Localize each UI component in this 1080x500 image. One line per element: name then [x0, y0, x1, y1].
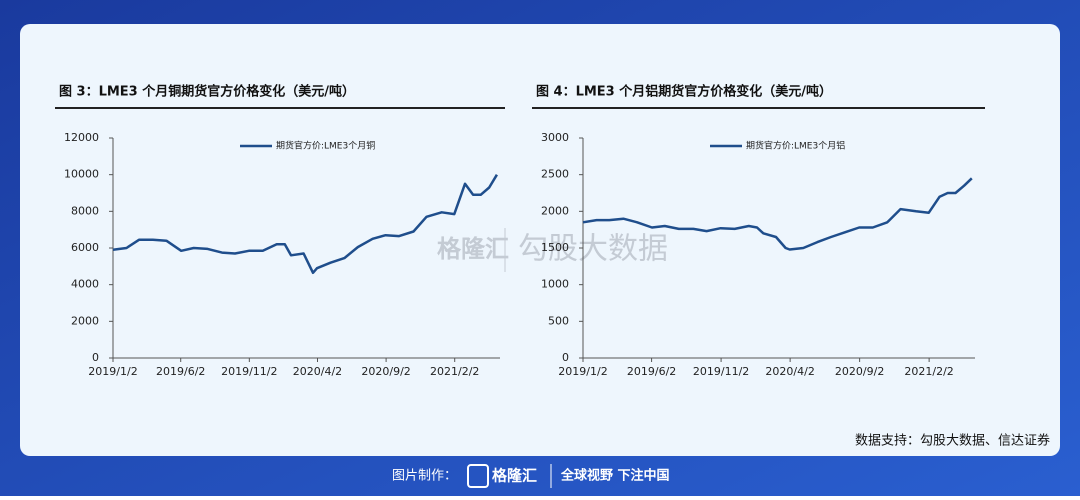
footer-label: 图片制作：	[392, 469, 457, 484]
legend-label: 期货官方价:LME3个月铜	[276, 140, 375, 152]
y-tick-label: 4000	[71, 278, 99, 291]
x-tick-label: 2021/2/2	[430, 365, 479, 378]
footer-slogan: 全球视野 下注中国	[560, 468, 670, 484]
y-tick-label: 0	[562, 351, 569, 364]
x-tick-label: 2020/4/2	[765, 365, 814, 378]
footer-brand: 格隆汇	[492, 467, 537, 485]
y-tick-label: 1000	[541, 278, 569, 291]
x-tick-label: 2020/4/2	[293, 365, 342, 378]
x-tick-label: 2019/11/2	[693, 365, 749, 378]
y-tick-label: 2000	[71, 314, 99, 327]
x-tick-label: 2019/11/2	[221, 365, 277, 378]
panel	[20, 24, 1060, 456]
watermark: 勾股大数据	[518, 232, 668, 267]
watermark: 格隆汇	[437, 235, 509, 263]
legend-label: 期货官方价:LME3个月铝	[746, 140, 845, 152]
x-tick-label: 2019/6/2	[156, 365, 205, 378]
x-tick-label: 2020/9/2	[835, 365, 884, 378]
x-tick-label: 2021/2/2	[904, 365, 953, 378]
logo-icon	[467, 464, 489, 488]
chart-title: 图 3：LME3 个月铜期货官方价格变化（美元/吨）	[59, 84, 355, 100]
x-tick-label: 2019/6/2	[627, 365, 676, 378]
x-tick-label: 2019/1/2	[88, 365, 137, 378]
series-line	[582, 177, 973, 251]
y-tick-label: 2500	[541, 168, 569, 181]
x-tick-label: 2019/1/2	[558, 365, 607, 378]
source: 数据支持：勾股大数据、信达证券	[855, 433, 1050, 449]
y-tick-label: 500	[548, 314, 569, 327]
y-tick-label: 0	[92, 351, 99, 364]
y-tick-label: 6000	[71, 241, 99, 254]
y-tick-label: 2000	[541, 204, 569, 217]
y-tick-label: 3000	[541, 131, 569, 144]
y-tick-label: 10000	[64, 168, 99, 181]
y-tick-label: 12000	[64, 131, 99, 144]
series-line	[112, 174, 498, 275]
y-tick-label: 1500	[541, 241, 569, 254]
x-tick-label: 2020/9/2	[361, 365, 410, 378]
y-tick-label: 8000	[71, 204, 99, 217]
chart-title: 图 4：LME3 个月铝期货官方价格变化（美元/吨）	[536, 84, 832, 100]
